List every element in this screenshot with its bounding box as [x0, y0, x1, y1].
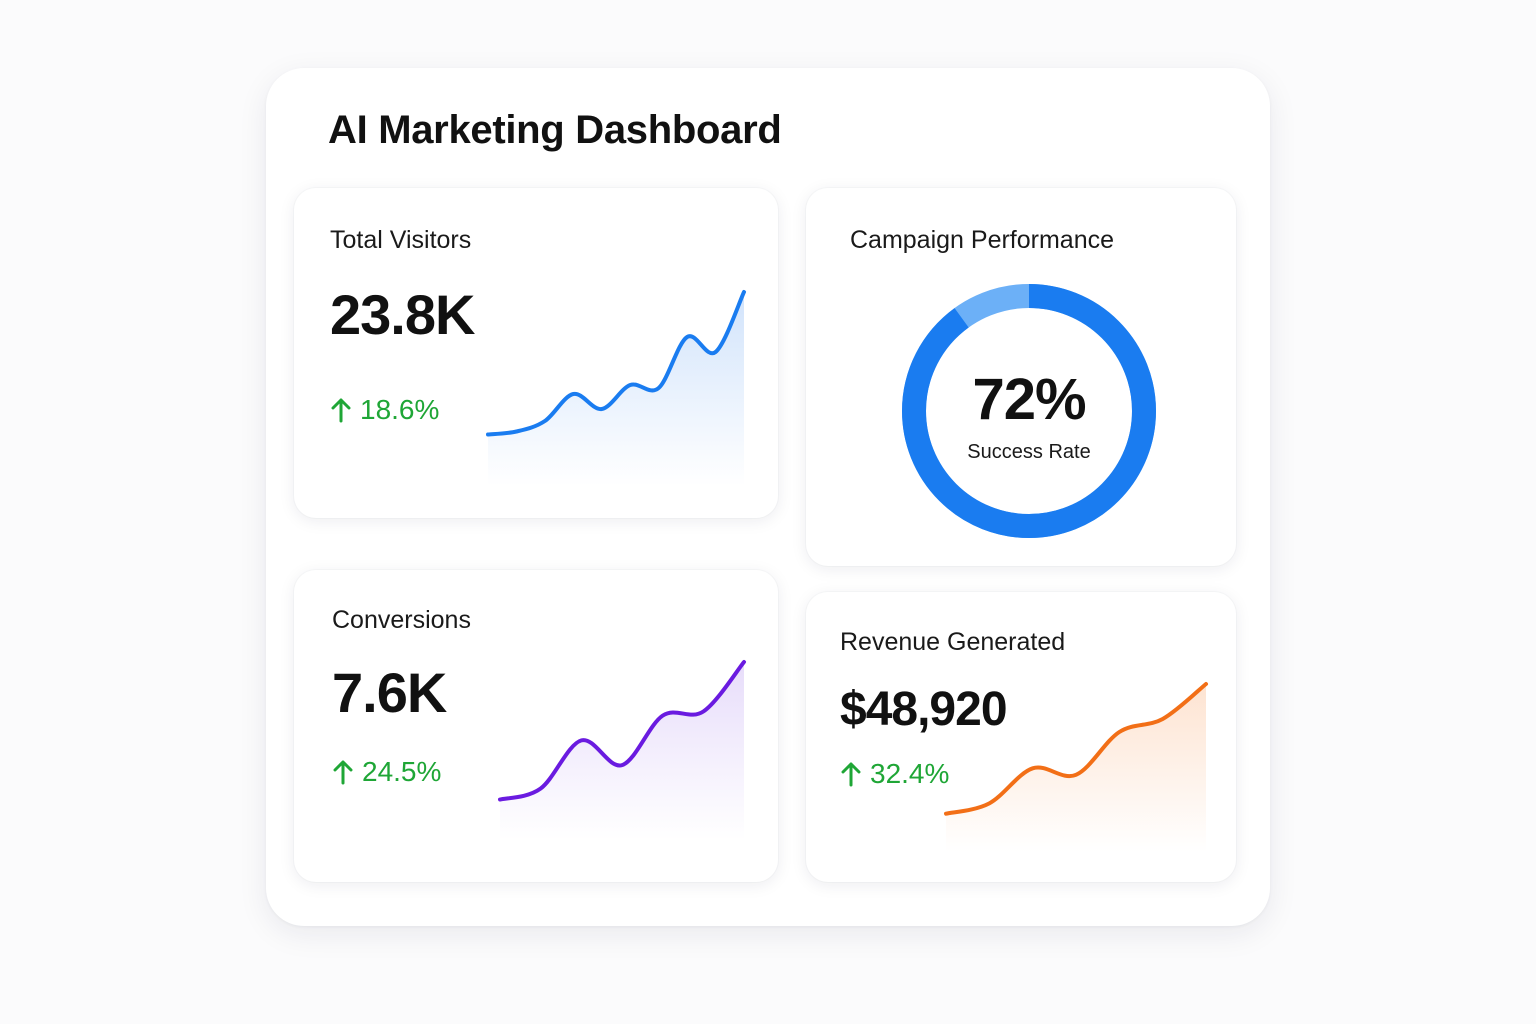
card-title: Campaign Performance: [850, 226, 1115, 254]
arrow-up-icon: [841, 762, 861, 787]
sparkline-line: [486, 290, 746, 437]
campaign-performance-card[interactable]: Campaign Performance 72% Success Rate: [806, 188, 1236, 566]
card-title: Conversions: [332, 606, 471, 634]
success-rate-donut: 72% Success Rate: [902, 284, 1156, 538]
trend-delta: 18.6%: [330, 394, 439, 426]
sparkline-line: [944, 682, 1208, 816]
conversions-sparkline: [498, 660, 746, 840]
sparkline-area: [500, 662, 744, 840]
card-value: 23.8K: [330, 283, 475, 346]
conversions-card[interactable]: Conversions 7.6K 24.5%: [294, 570, 778, 882]
card-title: Revenue Generated: [840, 628, 1066, 656]
card-title: Total Visitors: [330, 226, 472, 254]
arrow-up-icon: [333, 760, 353, 785]
dashboard-panel: AI Marketing Dashboard Total Visitors 23…: [266, 68, 1270, 926]
trend-delta: 32.4%: [840, 758, 949, 790]
donut-ring: [902, 284, 1156, 538]
revenue-sparkline: [944, 682, 1208, 852]
arrow-up-icon: [331, 398, 351, 423]
delta-value: 24.5%: [362, 756, 442, 787]
page-title: AI Marketing Dashboard: [328, 108, 782, 152]
trend-delta: 24.5%: [332, 756, 441, 788]
sparkline-line: [498, 660, 746, 802]
revenue-generated-card[interactable]: Revenue Generated $48,920 32.4%: [806, 592, 1236, 882]
card-value: $48,920: [840, 683, 1008, 736]
donut-value: 72%: [972, 367, 1086, 432]
total-visitors-card[interactable]: Total Visitors 23.8K 18.6%: [294, 188, 778, 518]
donut-progress: [902, 284, 1156, 538]
visitors-sparkline: [486, 290, 746, 486]
card-value: 7.6K: [332, 661, 447, 724]
sparkline-area: [946, 684, 1206, 852]
delta-value: 32.4%: [870, 758, 950, 789]
donut-label: Success Rate: [967, 441, 1091, 463]
sparkline-area: [488, 292, 744, 486]
delta-value: 18.6%: [360, 394, 440, 425]
